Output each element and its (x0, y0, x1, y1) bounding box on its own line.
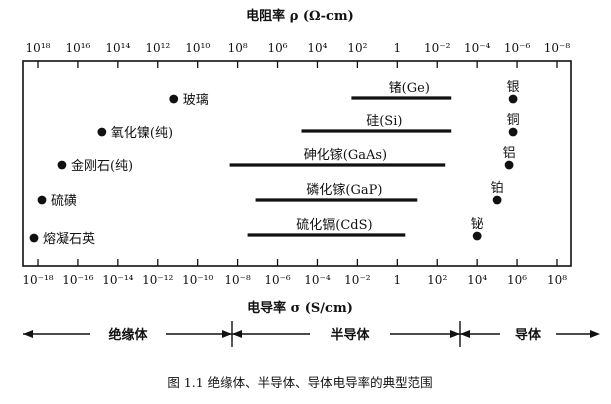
material-label: 铜 (507, 113, 520, 128)
bottom-tick-label: 10⁻¹² (142, 273, 173, 287)
top-tick-labels: 10¹⁸ 10¹⁶ 10¹⁴ 10¹² 10¹⁰ 10⁸ 10⁶ 10⁴ 10² 1 10⁻² 10⁻… (26, 41, 571, 55)
top-tick-label: 10¹⁴ (105, 41, 130, 55)
top-tick-label: 10² (347, 41, 367, 55)
top-tick-label: 10¹⁶ (65, 41, 90, 55)
bottom-tick-label: 10⁻² (344, 273, 371, 287)
material-label: 硫磺 (51, 194, 77, 209)
bottom-tick-label: 1 (393, 273, 401, 287)
bottom-tick-label: 10² (427, 273, 447, 287)
class-arrows: 绝缘体 半导体 导体 (23, 321, 600, 347)
top-tick-label: 10¹⁸ (26, 41, 51, 55)
bottom-tick-label: 10⁻¹⁰ (182, 273, 213, 287)
figure-caption: 图 1.1 绝缘体、半导体、导体电导率的典型范围 (167, 375, 432, 390)
material-label: 玻璃 (183, 93, 209, 108)
bottom-tick-label: 10⁻⁴ (304, 273, 331, 287)
material-label: 铂 (491, 180, 504, 196)
material-point (508, 127, 518, 137)
material-point (492, 195, 502, 205)
bottom-tick-label: 10⁻¹⁶ (62, 273, 93, 287)
arrowhead-left-icon (23, 330, 33, 338)
material-point (29, 233, 39, 243)
bottom-tick-label: 10⁻⁸ (224, 273, 251, 287)
bottom-axis-title: 电导率 σ (S/cm) (247, 300, 353, 316)
material-label: 铝 (503, 146, 516, 161)
bottom-tick-label: 10⁻¹⁴ (102, 273, 133, 287)
material-label: 铋 (471, 217, 484, 232)
range-label: 锗(Ge) (389, 81, 430, 96)
top-axis-title: 电阻率 ρ (Ω-cm) (246, 8, 354, 24)
top-tick-label: 10¹² (145, 41, 170, 55)
semiconductor-ranges: 锗(Ge) 硅(Si) 砷化镓(GaAs) 磷化镓(GaP) 硫化镉(CdS) (229, 81, 452, 237)
top-tick-label: 1 (393, 41, 401, 55)
material-point (508, 94, 518, 104)
material-label: 氧化镍(纯) (111, 126, 173, 141)
bottom-tick-label: 10⁶ (507, 273, 527, 287)
material-point (504, 160, 514, 170)
top-tick-label: 10⁻⁸ (544, 41, 571, 55)
bottom-tick-label: 10⁻¹⁸ (22, 273, 53, 287)
material-point (97, 127, 107, 137)
range-label: 硅(Si) (366, 114, 402, 129)
top-tick-label: 10⁻⁶ (504, 41, 531, 55)
bottom-tick-label: 10⁴ (467, 273, 487, 287)
range-label: 砷化镓(GaAs) (304, 148, 387, 163)
class-label-semiconductor: 半导体 (330, 327, 370, 343)
material-label: 银 (507, 80, 520, 95)
material-label: 金刚石(纯) (71, 158, 133, 174)
top-tick-label: 10⁴ (307, 41, 327, 55)
material-label: 熔凝石英 (43, 231, 95, 247)
class-label-insulator: 绝缘体 (108, 327, 148, 343)
bottom-tick-label: 10⁸ (547, 273, 567, 287)
top-tick-label: 10⁶ (267, 41, 287, 55)
class-label-conductor: 导体 (515, 327, 542, 343)
range-label: 硫化镉(CdS) (296, 217, 372, 233)
arrowhead-right-icon (590, 330, 600, 338)
plot-frame (22, 60, 572, 267)
material-point (37, 195, 47, 205)
top-tick-label: 10⁸ (228, 41, 248, 55)
material-point (57, 160, 67, 170)
arrowhead-right-icon (450, 330, 460, 338)
top-tick-label: 10⁻² (424, 41, 451, 55)
arrowhead-right-icon (222, 330, 232, 338)
range-label: 磷化镓(GaP) (306, 183, 382, 198)
bottom-tick-labels: 10⁻¹⁸ 10⁻¹⁶ 10⁻¹⁴ 10⁻¹² 10⁻¹⁰ 10⁻⁸ 10⁻⁶ 10⁻⁴ 10⁻… (22, 273, 567, 287)
top-ticks (37, 61, 558, 68)
material-point (169, 94, 179, 104)
material-point (472, 231, 482, 241)
bottom-ticks (37, 259, 558, 266)
top-tick-label: 10⁻⁴ (464, 41, 491, 55)
top-tick-label: 10¹⁰ (185, 41, 210, 55)
bottom-tick-label: 10⁻⁶ (264, 273, 291, 287)
